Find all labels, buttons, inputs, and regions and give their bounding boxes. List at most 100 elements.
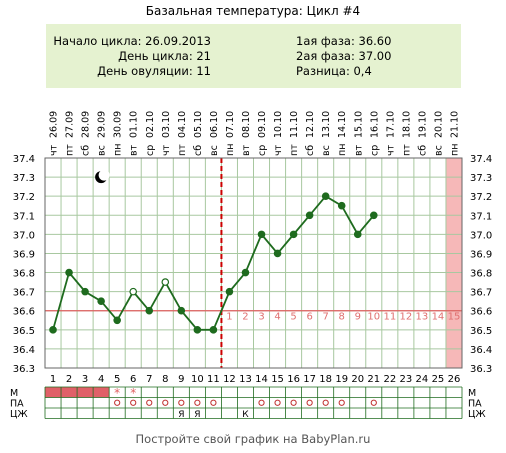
date-label: 15.10 [353,111,364,138]
x-tick-label: 23 [399,374,412,385]
luteal-day-label: 3 [258,312,264,323]
row-marker [338,399,345,406]
luteal-day-label: 2 [242,312,248,323]
y-tick-label-right: 36.5 [470,326,492,337]
weekday-label: сб [193,145,204,156]
bbt-chart: 37.4 37.4 37.3 37.3 37.2 37.2 37.1 37.1 37.0 37.0… [10,111,492,420]
x-tick-label: 18 [319,374,332,385]
weekday-label: вт [241,144,252,156]
date-label: 06.10 [209,111,220,138]
footer-link[interactable]: Постройте свой график на BabyPlan.ru [135,432,371,446]
temperature-point [145,306,154,315]
temperature-point [321,192,330,200]
temperature-point [129,287,138,296]
date-label: 17.10 [385,111,396,138]
date-label: 05.10 [193,111,204,138]
row-label-right: M [468,388,476,399]
weekday-label: пн [225,144,236,156]
x-tick-label: 7 [146,374,152,385]
x-tick-label: 1 [50,374,56,385]
weekday-label: пн [337,144,348,156]
y-tick-label-left: 37.2 [13,192,35,203]
y-tick-label-left: 36.7 [13,288,35,299]
x-tick-label: 4 [98,374,104,385]
temperature-point [81,287,89,296]
x-tick-label: 5 [114,374,120,385]
x-tick-label: 3 [82,374,88,385]
x-tick-label: 14 [255,374,268,385]
temperature-point [353,230,362,239]
date-label: 26.09 [49,111,60,138]
x-tick-label: 2 [66,374,72,385]
weekday-label: вс [97,145,108,156]
menses-cell [61,387,78,398]
x-tick-label: 19 [335,374,348,385]
date-label: 27.09 [65,111,76,138]
date-label: 14.10 [337,111,348,138]
y-tick-label-left: 36.4 [13,345,35,356]
row-marker [178,399,185,406]
x-tick-label: 21 [367,374,380,385]
highlight-day-column [445,158,462,368]
cycle-start-text: Начало цикла: 26.09.2013 [53,34,211,48]
weekday-label: пт [289,144,300,156]
x-tick-label: 10 [191,374,204,385]
temperature-point [273,249,282,258]
luteal-day-label: 5 [290,312,296,323]
x-tick-label: 20 [351,374,364,385]
date-label: 21.10 [449,111,460,138]
row-label-right: ПА [468,399,482,410]
x-tick-label: 11 [207,374,220,385]
luteal-day-label: 15 [448,312,461,323]
chart-title: Базальная температура: Цикл #4 [145,4,361,18]
weekday-label: чт [161,144,172,156]
date-label: 09.10 [257,111,268,138]
menses-cell [45,387,62,398]
y-tick-label-right: 37.1 [470,211,492,222]
row-marker [162,399,169,406]
luteal-day-label: 4 [274,312,280,323]
y-tick-label-right: 37.2 [470,192,492,203]
y-tick-label-left: 36.3 [13,364,35,375]
date-label: 07.10 [225,111,236,138]
weekday-label: вт [129,144,140,156]
phase2-text: 2ая фаза: 37.00 [296,49,392,63]
row-label: M [10,388,18,399]
y-tick-label-left: 37.4 [13,154,35,165]
ovulation-day-text: День овуляции: 11 [97,64,211,78]
date-label: 20.10 [433,111,444,138]
weekday-label: чт [385,144,396,156]
date-label: 28.09 [81,111,92,138]
phase1-text: 1ая фаза: 36.60 [296,34,392,48]
x-tick-label: 12 [223,374,236,385]
date-label: 19.10 [417,111,428,138]
weekday-label: пн [449,144,460,156]
x-tick-label: 16 [287,374,300,385]
date-label: 03.10 [161,111,172,138]
luteal-day-label: 10 [367,312,380,323]
y-tick-label-right: 36.3 [470,364,492,375]
temperature-point [49,326,57,334]
menses-cell [77,387,94,398]
temperature-point [289,230,298,239]
row-marker [258,399,265,406]
row-marker [146,399,153,406]
y-tick-label-right: 37.0 [470,230,492,241]
difference-text: Разница: 0,4 [296,64,372,78]
x-tick-label: 9 [178,374,184,385]
luteal-day-label: 13 [416,312,429,323]
y-tick-label-left: 37.3 [13,173,35,184]
weekday-label: ср [145,145,156,156]
y-tick-label-right: 36.4 [470,345,492,356]
row-marker [130,399,137,406]
row-marker [114,399,121,406]
y-tick-label-left: 37.0 [13,230,35,241]
temperature-point [369,211,378,220]
temperature-point [97,297,105,305]
luteal-day-label: 9 [355,312,361,323]
row-marker [370,399,377,406]
row-label: ЦЖ [10,409,28,420]
menses-cell [93,387,110,398]
date-label: 12.10 [305,111,316,138]
weekday-label: сб [305,145,316,156]
